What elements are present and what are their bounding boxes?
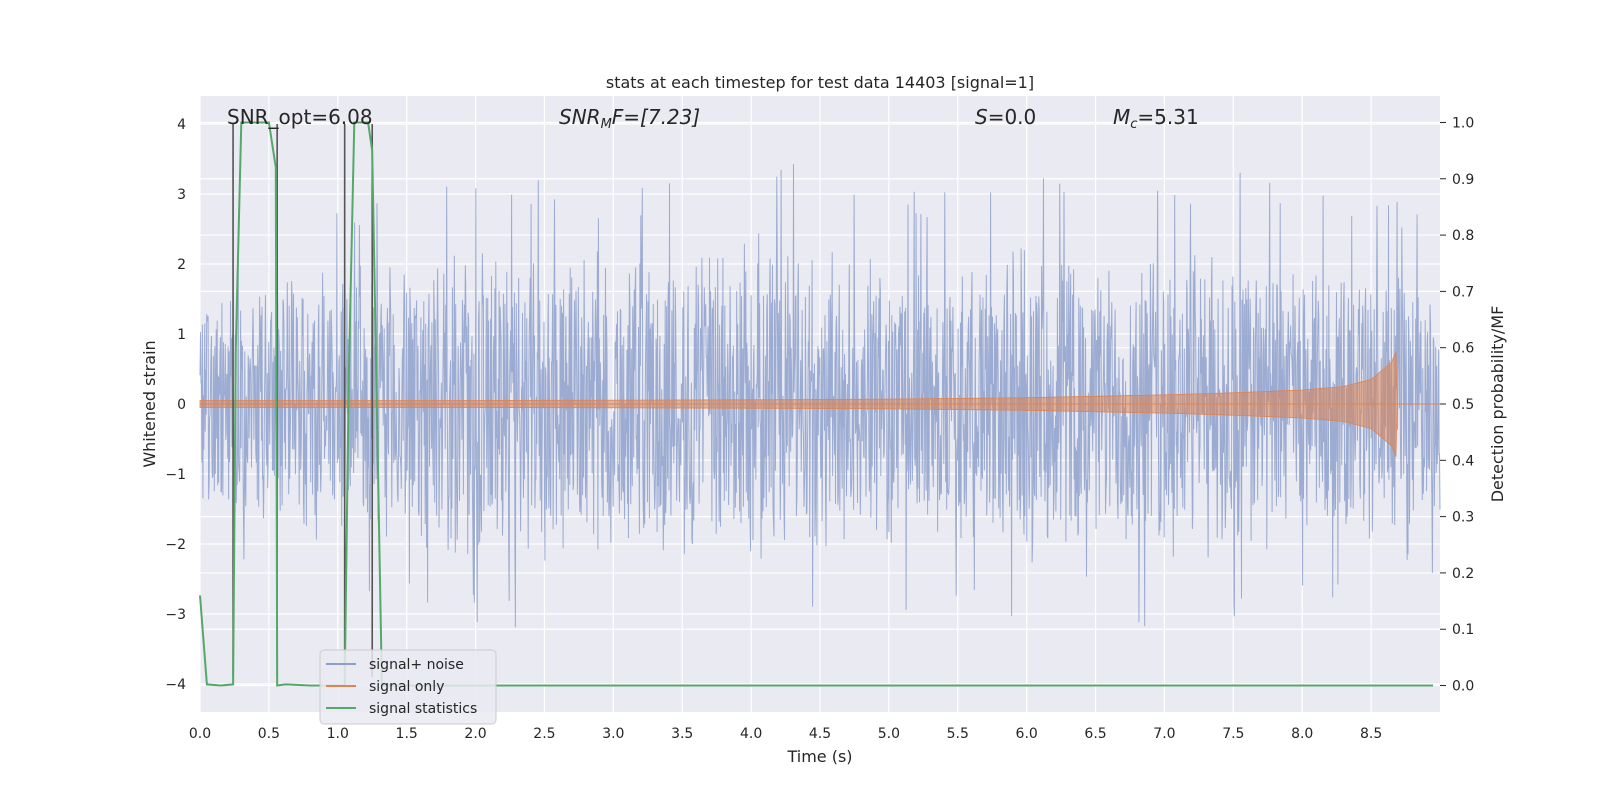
x-tick-label: 5.5: [947, 726, 969, 742]
y-left-tick-label: 0: [177, 397, 186, 413]
noise-series: [199, 164, 1441, 628]
x-tick-label: 1.5: [396, 726, 418, 742]
x-tick-labels: 0.0 0.5 1.0 1.5 2.0 2.5 3.0 3.5 4.0 4.5 5.0 5.5 6.0 6…: [189, 726, 1382, 742]
y-right-tick-label: 0.4: [1452, 453, 1474, 469]
annotation-snr-opt: SNR_opt=6.08: [227, 105, 373, 129]
signal-series: [199, 351, 1440, 457]
y-left-tick-label: 3: [177, 187, 186, 203]
y-right-tick-label: 0.9: [1452, 172, 1474, 188]
s-main: S: [975, 105, 988, 129]
y-right-tick-label: 0.2: [1452, 566, 1474, 582]
annotation-mc: Mc=5.31: [1113, 105, 1199, 132]
x-tick-label: 2.5: [533, 726, 555, 742]
y-left-tick-label: −4: [165, 677, 186, 693]
legend-label-noise: signal+ noise: [369, 657, 464, 673]
x-tick-label: 4.5: [809, 726, 831, 742]
legend-box: [319, 649, 497, 725]
snr-mf-rest: F=[7.23]: [612, 105, 700, 129]
legend: signal+ noise signal only signal statist…: [319, 649, 497, 725]
y-left-tick-label: 2: [177, 257, 186, 273]
y-left-tick-labels: 4 3 2 1 0 −1 −2 −3 −4: [165, 117, 186, 693]
y-left-tick-label: 1: [177, 327, 186, 343]
x-tick-label: 2.0: [464, 726, 486, 742]
y-right-tick-label: 0.5: [1452, 397, 1474, 413]
x-tick-label: 3.5: [671, 726, 693, 742]
x-tick-label: 3.0: [602, 726, 624, 742]
x-tick-label: 7.5: [1222, 726, 1244, 742]
y-left-tick-label: −1: [165, 467, 186, 483]
snr-mf-sub: M: [601, 117, 612, 132]
legend-label-signal: signal only: [369, 679, 444, 695]
y-left-tick-label: −3: [165, 607, 186, 623]
mc-rest: =5.31: [1137, 105, 1198, 129]
mc-main: M: [1113, 105, 1130, 129]
y-right-tick-label: 0.1: [1452, 622, 1474, 638]
y-left-tick-label: 4: [177, 117, 186, 133]
annotation-s: S=0.0: [975, 105, 1036, 129]
y-right-tick-label: 1.0: [1452, 115, 1474, 131]
y-right-tick-label: 0.6: [1452, 341, 1474, 357]
x-tick-label: 7.0: [1153, 726, 1175, 742]
y-left-axis-label: Whitened strain: [140, 340, 159, 467]
x-tick-label: 6.0: [1016, 726, 1038, 742]
y-right-tick-label: 0.7: [1452, 284, 1474, 300]
x-tick-label: 5.0: [878, 726, 900, 742]
legend-label-statistics: signal statistics: [369, 701, 477, 717]
snr-mf-main: SNR: [559, 105, 601, 129]
annotation-snr-mf: SNRMF=[7.23]: [559, 105, 700, 132]
x-tick-label: 0.5: [258, 726, 280, 742]
mc-sub: c: [1130, 117, 1137, 132]
x-tick-label: 6.5: [1084, 726, 1106, 742]
x-tick-label: 8.0: [1291, 726, 1313, 742]
noise-line: [199, 164, 1441, 628]
y-left-tick-label: −2: [165, 537, 186, 553]
y-right-tick-label: 0.8: [1452, 228, 1474, 244]
x-tick-label: 1.0: [327, 726, 349, 742]
y-right-tick-label: 0.0: [1452, 679, 1474, 695]
y-right-tick-labels: 1.0 0.9 0.8 0.7 0.6 0.5 0.4 0.3 0.2 0.1 0.0: [1440, 115, 1474, 695]
s-rest: =0.0: [988, 105, 1037, 129]
y-right-tick-label: 0.3: [1452, 510, 1474, 526]
x-tick-label: 0.0: [189, 726, 211, 742]
y-right-axis-label: Detection probability/MF: [1488, 306, 1507, 503]
x-tick-label: 8.5: [1360, 726, 1382, 742]
x-axis-label: Time (s): [786, 747, 852, 766]
x-tick-label: 4.0: [740, 726, 762, 742]
chart-title: stats at each timestep for test data 144…: [606, 73, 1034, 92]
